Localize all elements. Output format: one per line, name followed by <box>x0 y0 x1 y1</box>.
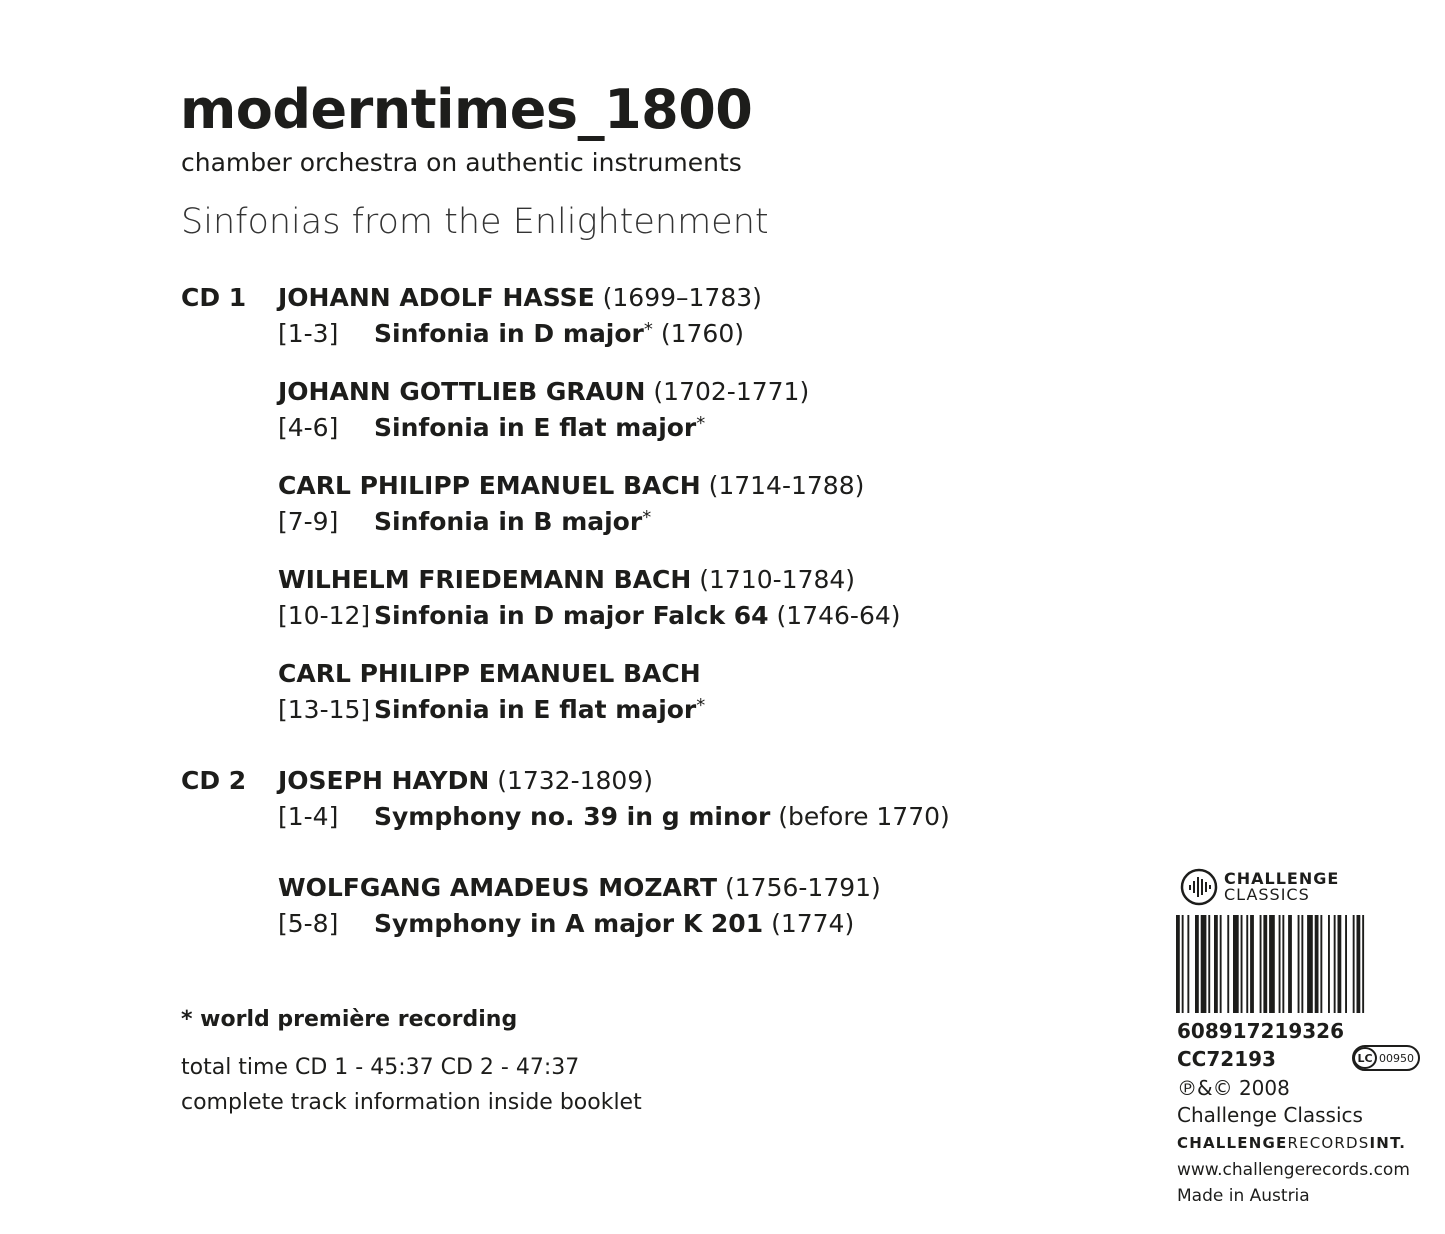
company-name: Challenge Classics <box>1177 1103 1363 1127</box>
barcode-bar <box>1214 915 1218 1013</box>
barcode-bar <box>1307 915 1313 1013</box>
work-title: Symphony no. 39 in g minor <box>374 802 771 831</box>
barcode-bar <box>1362 915 1365 1013</box>
composer-dates: (1732-1809) <box>497 766 653 795</box>
barcode-bar <box>1208 915 1211 1013</box>
barcode-bar <box>1333 915 1336 1013</box>
premiere-mark: * <box>643 319 653 340</box>
total-time: total time CD 1 - 45:37 CD 2 - 47:37 <box>181 1055 580 1080</box>
barcode-bar <box>1263 915 1268 1013</box>
copyright: ℗&© 2008 <box>1177 1076 1290 1100</box>
premiere-mark: * <box>696 695 706 716</box>
barcode-bar <box>1181 915 1184 1013</box>
cd-label: CD 2 <box>181 766 247 795</box>
challenge-classics-logo: CHALLENGE CLASSICS <box>1180 868 1339 906</box>
composer-dates: (1702-1771) <box>653 377 810 406</box>
composer-line: WILHELM FRIEDEMANN BACH (1710-1784) <box>278 565 855 594</box>
barcode-bar <box>1187 915 1190 1013</box>
barcode-bar <box>1320 915 1323 1013</box>
barcode-bar <box>1301 915 1304 1013</box>
composer-name: CARL PHILIPP EMANUEL BACH <box>278 471 701 500</box>
track-range: [1-4] <box>278 802 339 831</box>
barcode-bar <box>1219 915 1222 1013</box>
composer-name: WOLFGANG AMADEUS MOZART <box>278 873 718 902</box>
country-of-origin: Made in Austria <box>1177 1186 1310 1206</box>
barcode-bar <box>1233 915 1239 1013</box>
composer-line: JOSEPH HAYDN (1732-1809) <box>278 766 653 795</box>
barcode-bar <box>1282 915 1285 1013</box>
barcode-bar <box>1250 915 1254 1013</box>
premiere-mark: * <box>642 507 652 528</box>
booklet-info: complete track information inside bookle… <box>181 1090 642 1115</box>
composer-name: JOHANN ADOLF HASSE <box>278 283 595 312</box>
work-line: [1-4] Symphony no. 39 in g minor (before … <box>278 802 950 831</box>
barcode-bar <box>1176 915 1180 1013</box>
work-date: (1746-64) <box>776 601 901 630</box>
barcode-bar <box>1328 915 1330 1013</box>
track-range: [5-8] <box>278 909 339 938</box>
barcode-bar <box>1269 915 1275 1013</box>
track-range: [10-12] <box>278 601 371 630</box>
composer-line: JOHANN GOTTLIEB GRAUN (1702-1771) <box>278 377 809 406</box>
work-line: [5-8] Symphony in A major K 201 (1774) <box>278 909 854 938</box>
composer-name: JOHANN GOTTLIEB GRAUN <box>278 377 646 406</box>
composer-dates: (1714-1788) <box>708 471 865 500</box>
composer-dates: (1756-1791) <box>725 873 881 902</box>
composer-line: CARL PHILIPP EMANUEL BACH <box>278 659 701 688</box>
barcode-bar <box>1345 915 1347 1013</box>
barcode-bar <box>1297 915 1300 1013</box>
composer-name: JOSEPH HAYDN <box>278 766 490 795</box>
barcode-bar <box>1352 915 1355 1013</box>
ensemble-title: moderntimes_1800 <box>180 78 753 141</box>
barcode-bar <box>1227 915 1230 1013</box>
work-title: Sinfonia in D major Falck 64 <box>374 601 769 630</box>
work-title: Sinfonia in E flat major <box>374 413 697 442</box>
barcode-bar <box>1200 915 1207 1013</box>
track-range: [1-3] <box>278 319 339 348</box>
footnote: * world première recording <box>181 1007 518 1032</box>
work-line: [10-12] Sinfonia in D major Falck 64 (174… <box>278 601 901 630</box>
work-title: Symphony in A major K 201 <box>374 909 764 938</box>
track-range: [13-15] <box>278 695 371 724</box>
album-title: Sinfonias from the Enlightenment <box>181 202 769 242</box>
catalog-number: CC72193 <box>1177 1047 1276 1071</box>
work-title: Sinfonia in B major <box>374 507 643 536</box>
ensemble-subtitle: chamber orchestra on authentic instrumen… <box>181 148 742 177</box>
records-logo: CHALLENGERECORDSINT. <box>1177 1134 1407 1152</box>
barcode-number: 608917219326 <box>1177 1019 1344 1043</box>
barcode-bar <box>1288 915 1292 1013</box>
label-code-badge: LC 00950 <box>1352 1045 1420 1071</box>
composer-name: WILHELM FRIEDEMANN BACH <box>278 565 692 594</box>
website-link[interactable]: www.challengerecords.com <box>1177 1160 1410 1180</box>
composer-line: CARL PHILIPP EMANUEL BACH (1714-1788) <box>278 471 864 500</box>
barcode-bar <box>1195 915 1199 1013</box>
composer-name: CARL PHILIPP EMANUEL BACH <box>278 659 701 688</box>
work-line: [1-3] Sinfonia in D major* (1760) <box>278 319 744 348</box>
barcode-bar <box>1356 915 1361 1013</box>
barcode-bar <box>1278 915 1281 1013</box>
barcode-bar <box>1337 915 1342 1013</box>
composer-dates: (1710-1784) <box>699 565 856 594</box>
work-line: [13-15] Sinfonia in E flat major* <box>278 695 705 724</box>
work-title: Sinfonia in E flat major <box>374 695 697 724</box>
barcode-bar <box>1314 915 1319 1013</box>
sound-wave-icon <box>1180 868 1218 906</box>
barcode <box>1176 915 1365 1013</box>
barcode-bar <box>1246 915 1249 1013</box>
barcode-bar <box>1259 915 1262 1013</box>
composer-line: JOHANN ADOLF HASSE (1699–1783) <box>278 283 762 312</box>
premiere-mark: * <box>696 413 706 434</box>
composer-line: WOLFGANG AMADEUS MOZART (1756-1791) <box>278 873 881 902</box>
track-range: [7-9] <box>278 507 339 536</box>
work-line: [4-6] Sinfonia in E flat major* <box>278 413 705 442</box>
track-range: [4-6] <box>278 413 339 442</box>
work-line: [7-9] Sinfonia in B major* <box>278 507 651 536</box>
work-date: (1760) <box>660 319 744 348</box>
barcode-bar <box>1240 915 1243 1013</box>
composer-dates: (1699–1783) <box>602 283 762 312</box>
work-date: (1774) <box>771 909 855 938</box>
work-title: Sinfonia in D major <box>374 319 644 348</box>
work-date: (before 1770) <box>778 802 950 831</box>
cd-label: CD 1 <box>181 283 247 312</box>
